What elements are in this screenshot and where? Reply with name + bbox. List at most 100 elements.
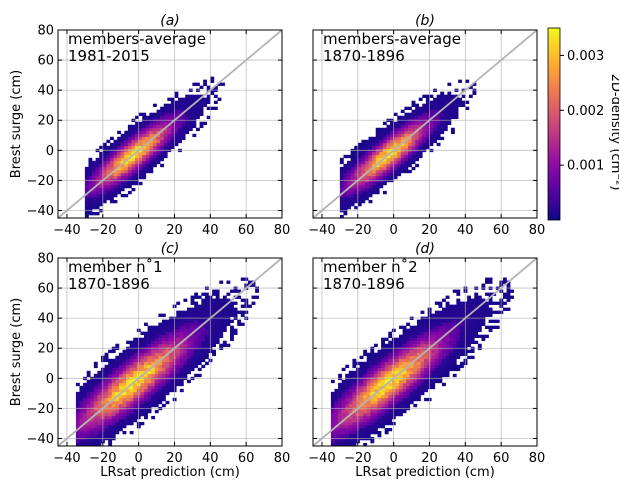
density-cell [452,364,457,369]
density-cell [163,130,168,135]
density-cell [152,142,157,147]
density-cell [442,325,446,329]
density-cell [160,124,165,129]
density-cell [120,163,125,168]
density-cell [176,301,181,305]
density-cell [420,382,425,387]
density-cell [108,358,113,363]
density-cell [436,100,441,104]
density-cell [161,364,166,369]
density-cell [399,343,403,348]
density-cell [97,388,102,393]
density-cell [363,373,368,378]
x-tick-label: 60 [238,223,255,238]
density-cell [354,184,359,189]
density-cell [436,121,441,126]
density-cell [433,115,437,120]
density-cell [384,394,389,399]
density-cell [135,136,139,141]
density-cell [352,430,357,435]
density-cell [108,421,113,426]
panel-annotation-line2: 1870-1896 [323,47,405,65]
density-cell [204,352,209,357]
density-cell [330,394,335,399]
density-cell [407,151,412,156]
density-cell [113,163,118,168]
density-cell [375,142,380,147]
density-cell [154,340,159,345]
density-cell [170,145,175,150]
density-cell [194,349,199,354]
density-cell [420,385,425,390]
density-cell [334,412,339,417]
density-cell [131,130,136,135]
density-cell [124,160,129,165]
density-cell [397,166,402,171]
density-cell [364,196,369,201]
density-cell [176,355,181,360]
density-cell [190,325,195,329]
density-cell [470,322,475,326]
density-cell [156,139,161,144]
density-cell [449,307,454,311]
density-cell [388,418,393,423]
density-cell [144,352,148,357]
density-cell [115,397,120,402]
density-cell [339,181,344,186]
density-cell [122,415,127,420]
x-tick-label: −40 [308,223,335,238]
density-cell [373,385,378,390]
density-cell [122,349,127,354]
density-cell [411,100,416,104]
density-cell [190,355,195,360]
density-cell [161,382,166,387]
density-cell [135,139,139,144]
density-cell [364,169,369,174]
density-cell [161,373,166,378]
density-cell [190,361,195,366]
density-cell [167,133,172,138]
density-cell [377,373,382,378]
density-cell [151,334,156,339]
density-cell [195,109,200,114]
colorbar-tick-label: 0.003 [567,49,604,64]
density-cell [400,154,405,159]
density-cell [368,139,373,144]
density-cell [147,394,152,399]
density-cell [138,121,143,126]
density-cell [129,340,134,345]
density-cell [111,415,116,420]
density-cell [247,304,252,308]
density-cell [75,442,80,447]
density-cell [330,397,335,402]
density-cell [338,424,342,429]
density-cell [169,352,173,357]
density-cell [174,124,179,129]
density-cell [79,403,84,408]
density-cell [102,193,107,198]
density-cell [111,427,116,432]
density-cell [79,430,84,435]
density-cell [359,412,364,417]
density-cell [406,397,411,402]
density-cell [370,352,375,357]
density-cell [449,313,454,317]
density-cell [86,403,91,408]
density-cell [350,184,355,189]
density-cell [109,154,114,159]
density-cell [449,367,454,372]
density-cell [138,145,143,150]
density-cell [158,325,163,329]
density-cell [339,205,344,210]
density-cell [188,94,193,98]
density-cell [170,112,175,117]
density-cell [381,418,385,423]
density-cell [187,343,191,348]
density-cell [102,142,107,147]
density-cell [118,379,123,384]
density-cell [366,424,371,429]
density-cell [411,160,416,165]
density-cell [215,328,220,332]
density-cell [422,130,427,135]
density-cell [429,142,434,147]
